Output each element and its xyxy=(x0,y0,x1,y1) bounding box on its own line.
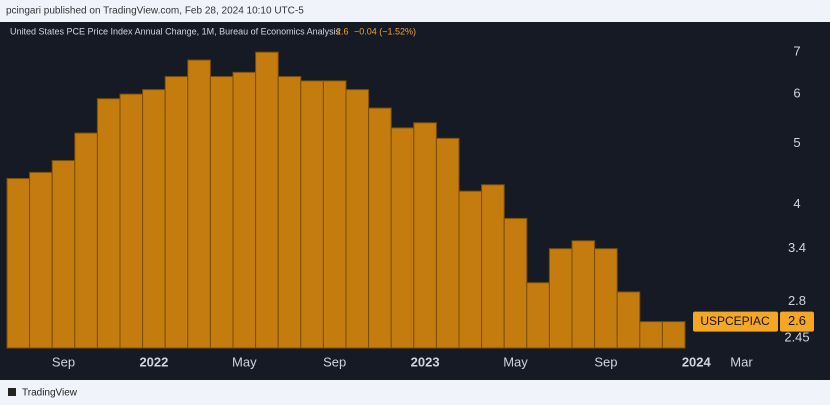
bar xyxy=(96,98,121,349)
bar xyxy=(322,80,347,349)
plot-area: Sep 2022 May Sep 2023 May Sep 2024 Mar xyxy=(6,51,753,369)
price-tag-label: 2.6 xyxy=(788,313,806,328)
y-tick-label: 2.45 xyxy=(784,329,809,344)
x-tick-label: Mar xyxy=(730,354,753,369)
bar xyxy=(6,177,31,349)
x-tick-label: May xyxy=(503,354,528,369)
bar xyxy=(345,89,370,349)
bar xyxy=(481,184,505,349)
bar xyxy=(255,51,279,349)
bar xyxy=(368,107,392,349)
bar xyxy=(616,291,641,349)
bar xyxy=(29,171,53,349)
bar xyxy=(142,89,166,349)
symbol-label: USPCEPIAC xyxy=(700,314,770,328)
x-tick-label: May xyxy=(232,354,257,369)
bar xyxy=(639,321,663,349)
bar xyxy=(209,76,234,349)
x-tick-label: 2022 xyxy=(139,354,168,369)
footer-strip xyxy=(0,380,830,405)
bar xyxy=(300,80,324,349)
bar xyxy=(413,122,437,349)
change-label: −0.04 (−1.52%) xyxy=(354,26,416,36)
x-tick-label: Sep xyxy=(323,354,346,369)
bar xyxy=(51,160,76,349)
last-value: 2.6 xyxy=(336,26,349,36)
chart-title: United States PCE Price Index Annual Cha… xyxy=(10,26,341,36)
y-tick-label: 3.4 xyxy=(788,240,806,255)
y-tick-label: 2.8 xyxy=(788,293,806,308)
y-tick-label: 6 xyxy=(793,86,800,101)
y-tick-label: 4 xyxy=(793,196,800,211)
brand: TradingView xyxy=(22,388,78,399)
symbol-tag xyxy=(693,311,778,332)
bar xyxy=(164,76,189,349)
y-tick-label: 7 xyxy=(793,44,800,59)
bar xyxy=(277,76,302,349)
bar xyxy=(503,217,528,349)
bar xyxy=(594,248,618,349)
x-tick-label: Sep xyxy=(594,354,617,369)
bar xyxy=(661,321,686,349)
bar xyxy=(74,132,98,349)
price-tag xyxy=(780,311,814,332)
published-note: pcingari published on TradingView.com, F… xyxy=(6,6,304,17)
x-tick-label: 2024 xyxy=(682,354,712,369)
bar xyxy=(458,190,483,349)
brand-logo: TradingView xyxy=(8,388,78,399)
y-tick-label: 5 xyxy=(793,135,800,150)
bar xyxy=(119,93,144,349)
bar xyxy=(571,240,596,349)
x-tick-label: 2023 xyxy=(411,354,440,369)
bar xyxy=(187,59,211,349)
bar xyxy=(232,71,257,349)
x-tick-label: Sep xyxy=(52,354,75,369)
header-strip xyxy=(0,0,830,22)
bar xyxy=(435,137,460,349)
bar xyxy=(526,282,550,349)
bar xyxy=(390,127,415,349)
bar xyxy=(548,248,573,349)
